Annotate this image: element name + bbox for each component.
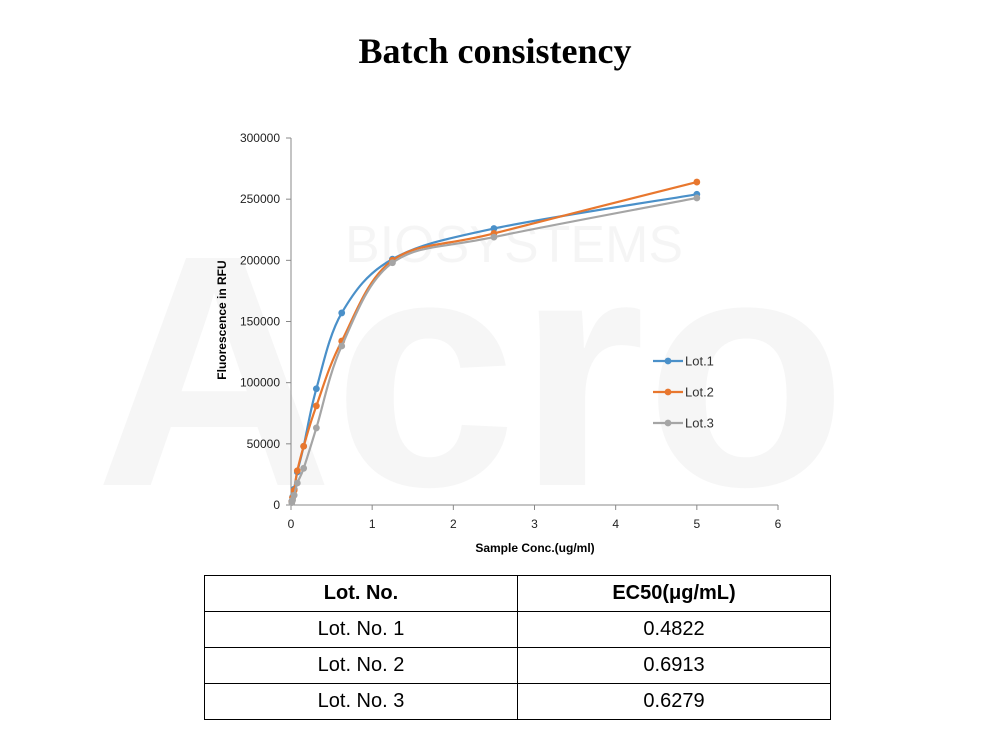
table-header-row: Lot. No. EC50(μg/mL) — [204, 575, 831, 612]
data-point — [338, 342, 346, 350]
ec50-cell: 0.6279 — [517, 683, 831, 720]
y-axis-title: Fluorescence in RFU — [215, 260, 229, 379]
data-point — [300, 464, 308, 472]
data-point — [490, 225, 498, 232]
data-point — [290, 491, 298, 499]
column-header-ec50: EC50(μg/mL) — [517, 575, 831, 612]
data-point — [389, 259, 396, 267]
chart-series — [288, 178, 701, 506]
y-tick-label: 0 — [273, 498, 280, 512]
data-point — [490, 233, 498, 241]
lot-cell: Lot. No. 2 — [204, 647, 518, 684]
x-tick-label: 4 — [612, 517, 619, 531]
line-chart: 0 50000 100000 150000 200000 250000 300000 0 1 2 3… — [215, 131, 782, 555]
data-point — [300, 442, 308, 450]
legend-marker — [664, 388, 672, 396]
data-point — [312, 402, 320, 410]
data-point — [693, 194, 701, 202]
ec50-cell: 0.6913 — [517, 647, 831, 684]
ec50-table: Lot. No. EC50(μg/mL) Lot. No. 1 0.4822 L… — [204, 575, 831, 720]
chart-legend: Lot.1 Lot.2 Lot.3 — [653, 354, 714, 431]
data-point — [293, 467, 301, 475]
x-tick-label: 6 — [775, 517, 782, 531]
y-tick-label: 50000 — [247, 437, 281, 451]
y-tick-label: 300000 — [240, 131, 280, 145]
data-point — [338, 309, 346, 317]
legend-marker — [664, 357, 672, 365]
legend-label: Lot.3 — [685, 416, 714, 431]
legend-marker — [664, 419, 672, 427]
x-axis-title: Sample Conc.(ug/ml) — [475, 541, 594, 555]
series-lot-3 — [288, 194, 701, 506]
y-tick-label: 250000 — [240, 192, 280, 206]
x-tick-label: 0 — [288, 517, 295, 531]
page-title: Batch consistency — [358, 31, 632, 71]
column-header-lot: Lot. No. — [204, 575, 518, 612]
x-tick-label: 5 — [693, 517, 700, 531]
data-point — [312, 385, 320, 393]
y-tick-label: 200000 — [240, 253, 280, 267]
table-row: Lot. No. 2 0.6913 — [204, 647, 831, 684]
ec50-cell: 0.4822 — [517, 611, 831, 648]
table-row: Lot. No. 1 0.4822 — [204, 611, 831, 648]
series-line — [290, 196, 698, 503]
data-point — [312, 424, 320, 432]
legend-label: Lot.2 — [685, 385, 714, 400]
chart-axes: 0 50000 100000 150000 200000 250000 300000 0 1 2 3… — [240, 131, 782, 531]
y-tick-label: 100000 — [240, 376, 280, 390]
lot-cell: Lot. No. 3 — [204, 683, 518, 720]
legend-label: Lot.1 — [685, 354, 714, 369]
x-tick-label: 1 — [369, 517, 376, 531]
x-tick-label: 2 — [450, 517, 457, 531]
x-tick-label: 3 — [531, 517, 538, 531]
data-point — [293, 479, 301, 487]
table-row: Lot. No. 3 0.6279 — [204, 683, 831, 720]
data-point — [693, 178, 701, 186]
y-tick-label: 150000 — [240, 315, 280, 329]
lot-cell: Lot. No. 1 — [204, 611, 518, 648]
